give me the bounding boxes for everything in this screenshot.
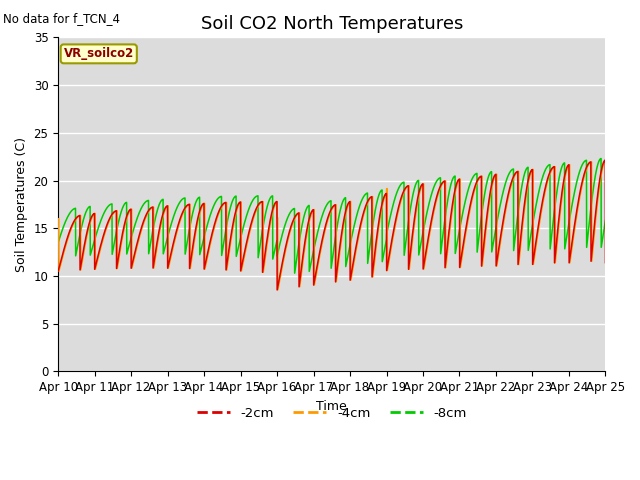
-2cm [264, 230, 272, 236]
-8cm [264, 201, 272, 206]
Title: Soil CO2 North Temperatures: Soil CO2 North Temperatures [200, 15, 463, 33]
Line: -8cm: -8cm [58, 158, 605, 273]
-2cm [602, 260, 609, 265]
Line: -2cm: -2cm [58, 160, 605, 290]
-4cm [532, 244, 540, 250]
-4cm [274, 287, 282, 293]
-2cm [54, 268, 62, 274]
-4cm [264, 235, 272, 240]
-4cm [591, 225, 598, 231]
-2cm [602, 157, 609, 163]
-8cm [591, 176, 598, 181]
X-axis label: Time: Time [316, 400, 347, 413]
Text: VR_soilco2: VR_soilco2 [63, 48, 134, 60]
-4cm [54, 216, 62, 222]
-8cm [597, 156, 605, 161]
-2cm [149, 265, 157, 271]
-8cm [291, 270, 298, 276]
-8cm [116, 211, 124, 217]
-4cm [288, 223, 296, 228]
-2cm [591, 217, 598, 223]
-4cm [602, 157, 609, 163]
Legend: -2cm, -4cm, -8cm: -2cm, -4cm, -8cm [191, 401, 472, 425]
Text: No data for f_TCN_4: No data for f_TCN_4 [3, 12, 120, 25]
-4cm [116, 245, 124, 251]
-8cm [288, 207, 296, 213]
-4cm [149, 204, 157, 210]
-2cm [116, 241, 124, 247]
-8cm [54, 240, 62, 245]
Line: -4cm: -4cm [58, 160, 605, 290]
-8cm [532, 203, 540, 209]
Y-axis label: Soil Temperatures (C): Soil Temperatures (C) [15, 137, 28, 272]
-2cm [288, 221, 296, 227]
-8cm [149, 227, 157, 232]
-2cm [273, 287, 281, 293]
-2cm [532, 239, 540, 245]
-8cm [602, 217, 609, 223]
